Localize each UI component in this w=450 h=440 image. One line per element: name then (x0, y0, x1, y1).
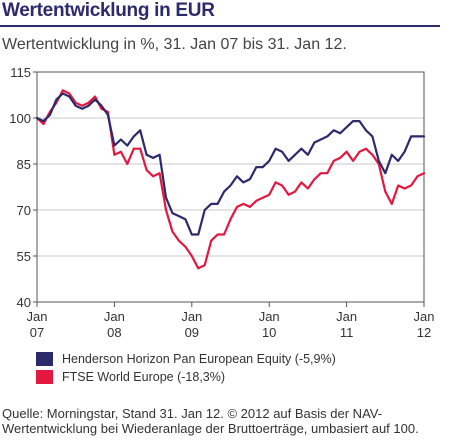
y-tick-label-40: 40 (17, 295, 31, 310)
x-tick-label-month-08: Jan (104, 309, 125, 324)
legend-swatch-henderson (36, 352, 53, 366)
x-tick-label-year-11: 11 (340, 325, 354, 340)
title-underline (0, 25, 440, 27)
x-tick-label-month-09: Jan (181, 309, 202, 324)
x-tick-label-month-12: Jan (414, 309, 435, 324)
x-tick-label-year-08: 08 (107, 325, 121, 340)
series-line-ftse (35, 89, 426, 270)
x-tick-label-year-12: 12 (417, 325, 431, 340)
axes (33, 71, 425, 307)
series-lines (35, 89, 426, 270)
x-tick-label-month-07: Jan (27, 309, 48, 324)
plot-frame (36, 71, 425, 303)
legend-item-henderson: Henderson Horizon Pan European Equity (-… (36, 350, 336, 368)
source-note: Quelle: Morningstar, Stand 31. Jan 12. ©… (2, 406, 419, 436)
y-tick-label-55: 55 (17, 249, 31, 264)
x-tick-label-month-11: Jan (336, 309, 357, 324)
x-tick-label-year-10: 10 (262, 325, 276, 340)
x-tick-label-year-09: 09 (185, 325, 199, 340)
grid-lines (37, 117, 424, 257)
chart-title: Wertentwicklung in EUR (2, 0, 215, 21)
y-tick-label-85: 85 (17, 157, 31, 172)
x-tick-label-month-10: Jan (259, 309, 280, 324)
y-tick-labels: 40 55 70 85 100 115 (9, 65, 31, 310)
legend-label-ftse: FTSE World Europe (-18,3%) (62, 370, 226, 384)
legend-swatch-ftse (36, 370, 53, 384)
y-tick-label-70: 70 (17, 203, 31, 218)
legend-item-ftse: FTSE World Europe (-18,3%) (36, 368, 336, 386)
y-tick-label-100: 100 (9, 111, 31, 126)
series-line-henderson (35, 92, 426, 236)
legend-label-henderson: Henderson Horizon Pan European Equity (-… (62, 352, 336, 366)
chart-legend: Henderson Horizon Pan European Equity (-… (36, 350, 336, 386)
chart-subtitle: Wertentwicklung in %, 31. Jan 07 bis 31.… (2, 36, 347, 53)
y-tick-label-115: 115 (10, 65, 31, 80)
x-tick-label-year-07: 07 (30, 325, 44, 340)
